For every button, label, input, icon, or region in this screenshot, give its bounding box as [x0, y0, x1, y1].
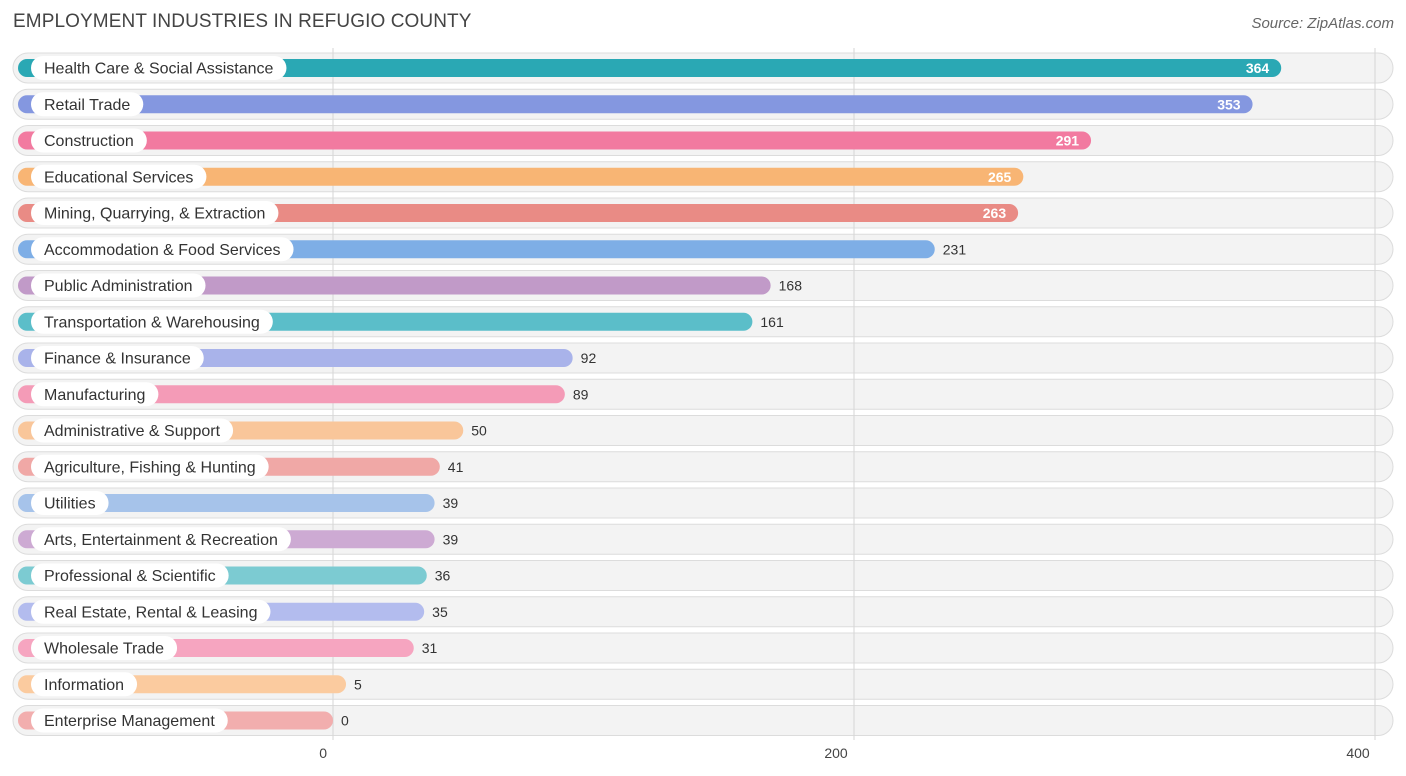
- category-label: Retail Trade: [44, 97, 130, 114]
- bar-group: Public Administration 168: [18, 273, 803, 298]
- category-label: Health Care & Social Assistance: [44, 61, 274, 78]
- value-label: 35: [432, 604, 448, 620]
- value-label: 263: [983, 205, 1007, 221]
- category-label: Arts, Entertainment & Recreation: [44, 532, 278, 549]
- bar: [18, 276, 771, 295]
- bar-group: Utilities 39: [18, 491, 458, 515]
- bar-group: Enterprise Management 0: [18, 708, 349, 733]
- bar-group: Health Care & Social Assistance 364: [18, 56, 1282, 80]
- value-label: 39: [443, 495, 459, 511]
- source-credit: Source: ZipAtlas.com: [1251, 15, 1394, 32]
- value-label: 39: [443, 531, 459, 547]
- bar-group: Educational Services 265: [18, 164, 1024, 189]
- category-label-pill: [31, 418, 234, 443]
- bar-group: Wholesale Trade 31: [18, 636, 438, 660]
- category-label-pill: [31, 92, 144, 117]
- value-label: 92: [581, 350, 597, 366]
- bar-group: Retail Trade 353: [18, 92, 1253, 117]
- value-label: 50: [471, 423, 487, 439]
- category-label: Educational Services: [44, 169, 193, 186]
- category-label: Agriculture, Fishing & Hunting: [44, 459, 256, 476]
- bar-group: Construction 291: [18, 128, 1092, 153]
- category-label-pill: [31, 164, 207, 189]
- category-label: Transportation & Warehousing: [44, 314, 260, 331]
- category-label-pill: [31, 382, 159, 407]
- value-label: 31: [422, 640, 438, 656]
- value-label: 265: [988, 169, 1012, 185]
- bar-group: Accommodation & Food Services 231: [18, 237, 967, 262]
- bar: [18, 494, 435, 512]
- category-label-pill: [31, 128, 147, 153]
- value-label: 364: [1246, 60, 1270, 76]
- bar-group: Agriculture, Fishing & Hunting 41: [18, 454, 464, 479]
- category-label-pill: [31, 491, 109, 515]
- category-label: Wholesale Trade: [44, 641, 164, 658]
- value-label: 36: [435, 568, 451, 584]
- category-label-pill: [31, 237, 294, 262]
- value-label: 231: [943, 241, 967, 257]
- category-label: Real Estate, Rental & Leasing: [44, 604, 257, 621]
- bar-group: Arts, Entertainment & Recreation 39: [18, 527, 459, 552]
- category-label-pill: [31, 563, 229, 588]
- x-tick-label: 200: [824, 745, 848, 761]
- value-label: 89: [573, 386, 589, 402]
- bar: [18, 59, 1282, 77]
- row-background: [12, 668, 1394, 700]
- value-label: 5: [354, 676, 362, 692]
- value-label: 41: [448, 459, 464, 475]
- bar-group: Professional & Scientific 36: [18, 563, 451, 588]
- category-label: Information: [44, 677, 124, 694]
- bar: [18, 167, 1024, 186]
- x-tick-label: 400: [1346, 745, 1370, 761]
- bar-group: Manufacturing 89: [18, 382, 589, 407]
- bar-group: Real Estate, Rental & Leasing 35: [18, 599, 448, 624]
- x-axis-ticks: 0 200 400: [319, 745, 1370, 761]
- value-label: 353: [1217, 96, 1241, 112]
- category-label: Finance & Insurance: [44, 351, 191, 368]
- category-label: Professional & Scientific: [44, 568, 216, 585]
- category-label-pill: [31, 454, 269, 479]
- bar-group: Mining, Quarrying, & Extraction 263: [18, 201, 1019, 225]
- category-label-pill: [31, 273, 206, 298]
- category-label-pill: [31, 346, 204, 370]
- category-label: Utilities: [44, 496, 96, 513]
- chart-title: EMPLOYMENT INDUSTRIES IN REFUGIO COUNTY: [13, 11, 472, 32]
- value-label: 168: [779, 278, 803, 294]
- value-label: 161: [760, 314, 784, 330]
- x-tick-label: 0: [319, 745, 327, 761]
- bars: Health Care & Social Assistance 364 Retail…: [18, 56, 1282, 733]
- category-label-pill: [31, 672, 138, 697]
- bar-group: Finance & Insurance 92: [18, 346, 596, 370]
- category-label: Public Administration: [44, 278, 193, 295]
- value-label: 291: [1056, 133, 1080, 149]
- category-label-pill: [31, 708, 228, 733]
- category-label: Administrative & Support: [44, 423, 221, 440]
- category-label: Manufacturing: [44, 387, 145, 404]
- category-label-pill: [31, 309, 273, 334]
- category-label: Enterprise Management: [44, 713, 215, 730]
- bar: [18, 131, 1092, 150]
- bar-group: Administrative & Support 50: [18, 418, 487, 443]
- category-label: Construction: [44, 133, 134, 150]
- row-background: [12, 705, 1394, 736]
- category-label-pill: [31, 56, 287, 80]
- category-label: Mining, Quarrying, & Extraction: [44, 206, 265, 223]
- bar-group: Information 5: [18, 672, 362, 697]
- category-label-pill: [31, 636, 178, 660]
- category-label-pill: [31, 527, 291, 552]
- category-label-pill: [31, 201, 279, 225]
- bar-group: Transportation & Warehousing 161: [18, 309, 784, 334]
- category-label: Accommodation & Food Services: [44, 242, 281, 259]
- value-label: 0: [341, 713, 349, 729]
- bar: [18, 95, 1253, 114]
- category-label-pill: [31, 599, 271, 624]
